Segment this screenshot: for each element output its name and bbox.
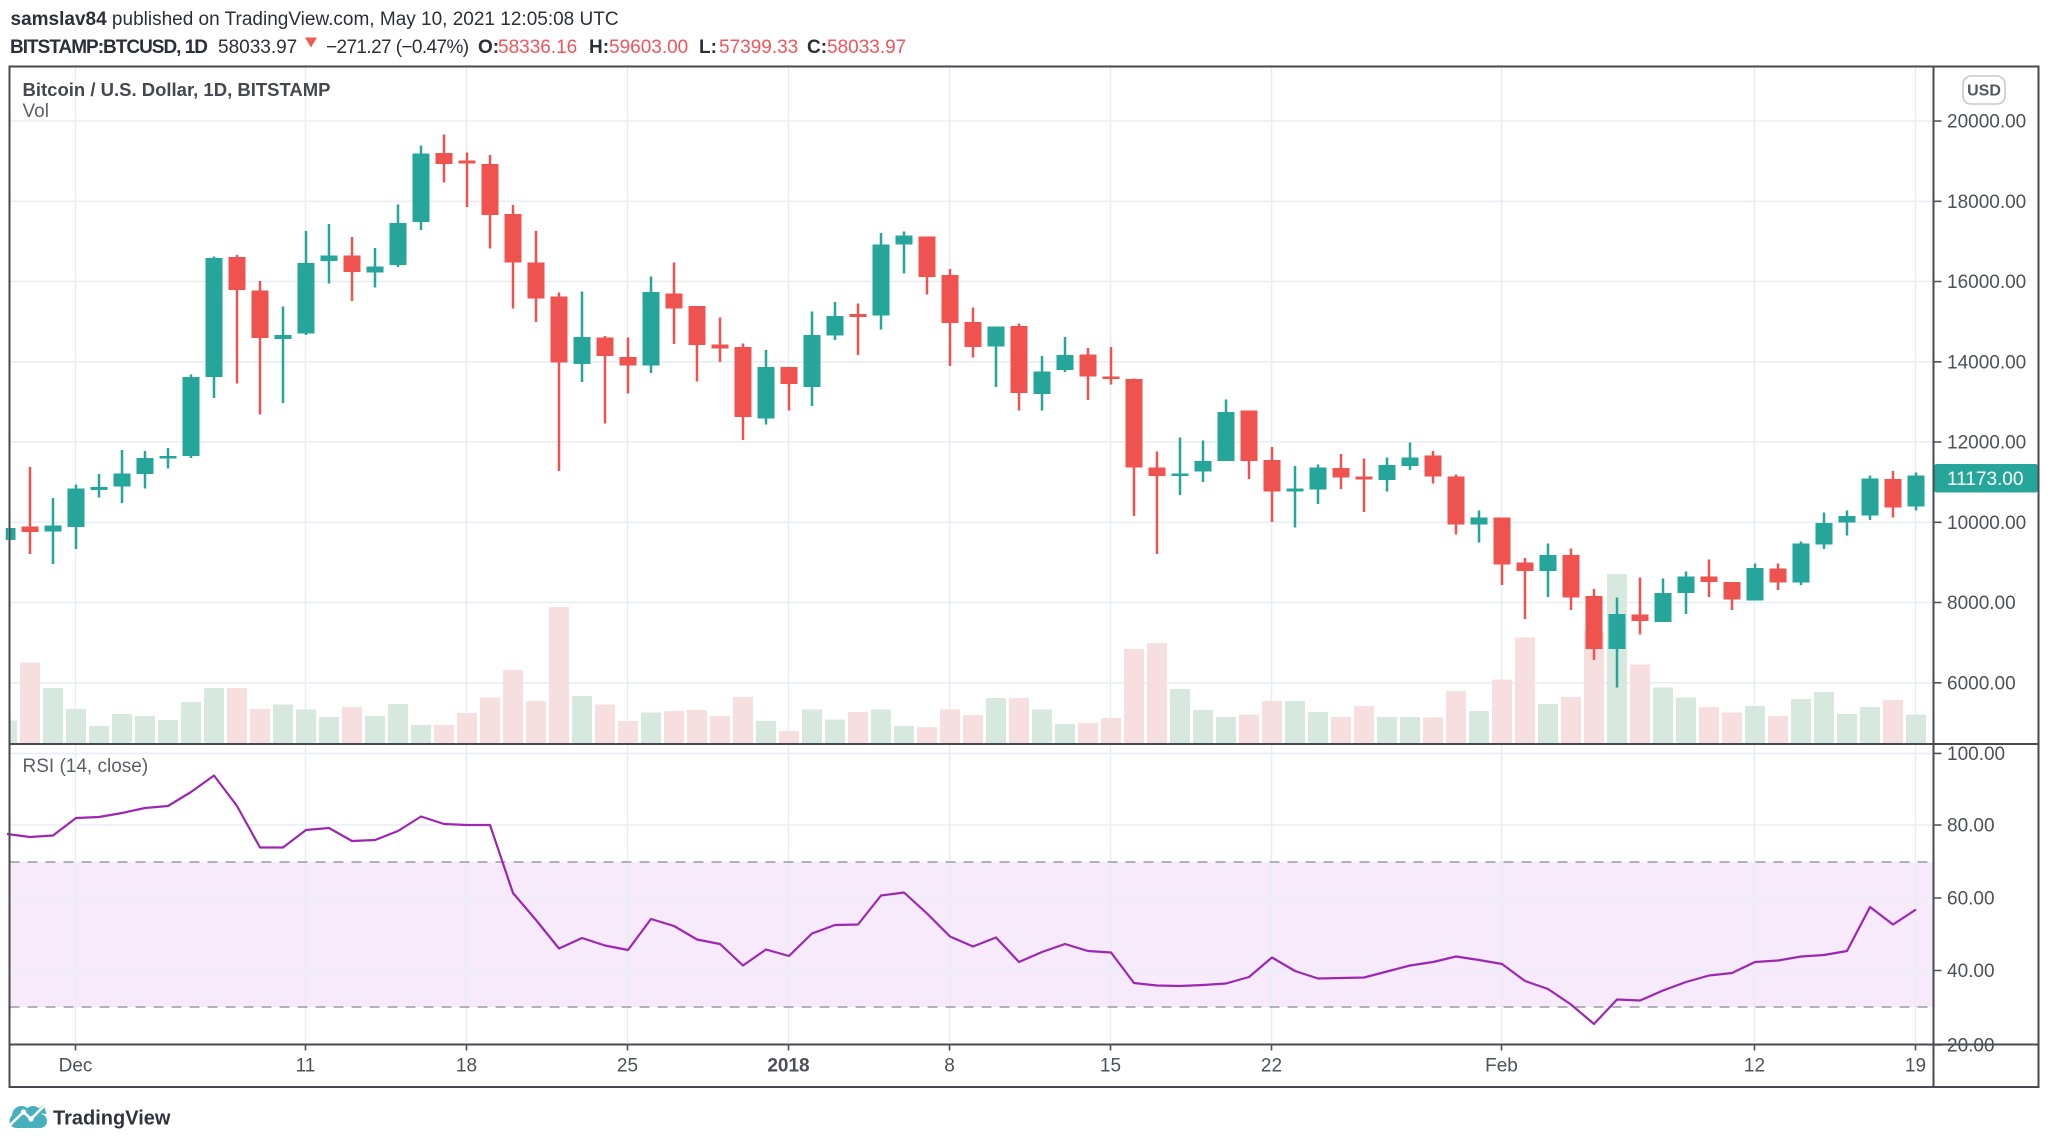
svg-text:8000.00: 8000.00 xyxy=(1947,593,2016,614)
svg-text:Dec: Dec xyxy=(59,1056,93,1077)
svg-text:H:: H: xyxy=(589,37,609,58)
svg-text:16000.00: 16000.00 xyxy=(1947,272,2026,293)
svg-text:Bitcoin / U.S. Dollar, 1D, BIT: Bitcoin / U.S. Dollar, 1D, BITSTAMP xyxy=(23,79,331,100)
svg-text:C:: C: xyxy=(807,37,827,58)
svg-text:15: 15 xyxy=(1100,1056,1121,1077)
svg-text:6000.00: 6000.00 xyxy=(1947,673,2016,694)
svg-text:20000.00: 20000.00 xyxy=(1947,112,2026,133)
svg-text:11: 11 xyxy=(296,1056,316,1077)
svg-text:samslav84 published on Trading: samslav84 published on TradingView.com, … xyxy=(11,9,619,30)
svg-text:RSI (14, close): RSI (14, close) xyxy=(23,756,149,777)
svg-text:TradingView: TradingView xyxy=(53,1108,171,1130)
svg-text:12: 12 xyxy=(1744,1056,1765,1077)
svg-text:14000.00: 14000.00 xyxy=(1947,352,2026,373)
svg-text:12000.00: 12000.00 xyxy=(1947,433,2026,454)
svg-text:Feb: Feb xyxy=(1485,1056,1518,1077)
svg-text:18: 18 xyxy=(456,1056,477,1077)
svg-text:40.00: 40.00 xyxy=(1947,961,1995,982)
svg-text:O:: O: xyxy=(478,37,499,58)
svg-text:25: 25 xyxy=(617,1056,638,1077)
svg-text:58033.97: 58033.97 xyxy=(218,37,297,58)
svg-text:20.00: 20.00 xyxy=(1947,1036,1995,1057)
svg-text:59603.00: 59603.00 xyxy=(609,37,688,58)
svg-text:USD: USD xyxy=(1967,83,2001,100)
svg-text:11173.00: 11173.00 xyxy=(1947,469,2023,490)
svg-text:8: 8 xyxy=(944,1056,955,1077)
svg-text:57399.33: 57399.33 xyxy=(719,37,798,58)
svg-text:10000.00: 10000.00 xyxy=(1947,513,2026,534)
svg-text:100.00: 100.00 xyxy=(1947,744,2005,765)
svg-text:2018: 2018 xyxy=(767,1056,809,1077)
svg-text:L:: L: xyxy=(699,37,717,58)
svg-text:58033.97: 58033.97 xyxy=(827,37,906,58)
svg-text:58336.16: 58336.16 xyxy=(498,37,577,58)
svg-text:Vol: Vol xyxy=(23,101,49,122)
svg-text:22: 22 xyxy=(1261,1056,1282,1077)
svg-text:18000.00: 18000.00 xyxy=(1947,192,2026,213)
svg-text:BITSTAMP:BTCUSD, 1D: BITSTAMP:BTCUSD, 1D xyxy=(10,37,207,58)
svg-text:19: 19 xyxy=(1905,1056,1926,1077)
svg-text:80.00: 80.00 xyxy=(1947,816,1995,837)
svg-text:−271.27 (−0.47%): −271.27 (−0.47%) xyxy=(326,37,469,58)
svg-text:60.00: 60.00 xyxy=(1947,889,1995,910)
